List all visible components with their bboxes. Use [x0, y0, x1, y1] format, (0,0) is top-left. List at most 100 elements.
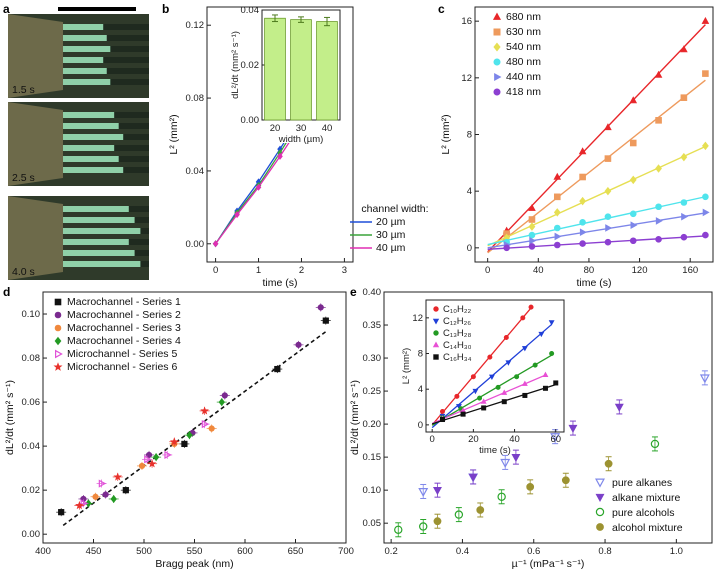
c-fit-line: [487, 24, 706, 253]
e-inset-data-point: [520, 315, 526, 321]
panel-a: a 1.5 s 2.5 s 4.0 s: [3, 2, 149, 280]
c-legend-marker: [493, 88, 501, 96]
c-data-point: [680, 233, 688, 241]
c-data-point: [578, 147, 587, 155]
e-inset-legend-label: C₁₆H₃₄: [443, 352, 472, 363]
c-data-point: [604, 155, 612, 162]
c-data-point: [655, 236, 662, 243]
d-xtick-label: 550: [187, 546, 203, 557]
c-data-point: [528, 203, 536, 211]
c-data-point: [579, 240, 586, 247]
e-inset-legend-label: C₁₄H₃₀: [443, 340, 472, 351]
channel-fill: [63, 250, 135, 256]
e-inset-legend-marker: [433, 306, 439, 312]
b-legend-label: 40 µm: [376, 242, 406, 254]
c-data-point: [553, 241, 561, 249]
c-legend-label: 440 nm: [506, 71, 541, 83]
c-data-point: [702, 70, 709, 77]
e-inset-legend-marker: [433, 354, 439, 360]
e-data-point: [561, 476, 570, 485]
e-data-point: [568, 424, 578, 434]
d-data-point: [317, 304, 324, 311]
b-inset-bar: [316, 21, 338, 121]
d-data-point: [102, 491, 109, 498]
d-legend-label: Macrochannel - Series 4: [67, 335, 181, 347]
reservoir-region: [8, 14, 63, 98]
frame-time-label: 2.5 s: [12, 172, 35, 184]
channel-fill: [63, 156, 119, 162]
c-fit-line: [487, 79, 706, 254]
d-xtick-label: 700: [338, 546, 354, 557]
c-data-point: [605, 224, 613, 232]
b-ytick-label: 0.08: [186, 93, 205, 104]
e-inset-data-point: [522, 392, 528, 398]
channel-fill: [63, 123, 119, 129]
e-inset-ytick-label: 8: [418, 349, 423, 360]
e-plot-frame: [383, 291, 713, 544]
microscope-frame-2: 2.5 s: [8, 102, 149, 186]
c-fit-line: [487, 235, 706, 251]
e-inset-ytick-label: 4: [418, 384, 423, 395]
c-legend-label: 480 nm: [506, 56, 541, 68]
e-inset-data-point: [532, 362, 538, 368]
d-data-point: [144, 455, 152, 464]
d-data-point: [58, 509, 65, 516]
frame-time-label: 4.0 s: [12, 266, 35, 278]
d-data-point: [181, 440, 188, 448]
c-data-point: [604, 123, 612, 131]
c-data-point: [604, 213, 612, 220]
channel-fill: [63, 68, 107, 74]
e-data-point: [497, 492, 506, 501]
b-xtick-label: 2: [299, 265, 304, 276]
e-data-point: [468, 473, 478, 482]
e-inset-xtick-label: 20: [468, 434, 479, 445]
channel-fill: [63, 239, 129, 245]
c-data-point: [680, 152, 688, 162]
e-data-point: [500, 458, 511, 468]
channel-fill: [63, 79, 111, 85]
channel-fill: [63, 206, 129, 212]
d-legend-marker: [54, 349, 63, 359]
e-data-point: [699, 374, 710, 384]
d-legend-label: Microchannel - Series 5: [67, 348, 177, 360]
c-data-point: [553, 224, 561, 232]
e-inset-data-point: [521, 380, 528, 386]
e-data-point: [550, 433, 561, 443]
e-inset-data-point: [454, 393, 460, 399]
d-xtick-label: 400: [35, 546, 51, 557]
b-inset-ytick-label: 0.02: [241, 60, 260, 71]
b-ytick-label: 0.04: [186, 166, 205, 177]
b-inset-xtick-label: 20: [270, 123, 281, 134]
e-inset-data-point: [477, 395, 483, 401]
d-data-point: [186, 431, 193, 440]
e-inset-data-point: [505, 360, 512, 366]
d-xtick-label: 500: [136, 546, 152, 557]
e-inset-data-point: [542, 385, 548, 391]
d-data-point: [113, 472, 123, 481]
e-xlabel: µ⁻¹ (mPa⁻¹ s⁻¹): [512, 558, 585, 570]
e-inset-data-point: [553, 380, 559, 386]
e-data-point: [418, 487, 429, 498]
d-ytick-label: 0.00: [22, 529, 41, 540]
e-inset-data-point: [549, 351, 555, 357]
d-legend-label: Macrochannel - Series 2: [67, 309, 181, 321]
e-inset-data-point: [487, 354, 493, 360]
b-xtick-label: 3: [342, 265, 347, 276]
d-data-point: [75, 501, 84, 510]
c-data-point: [553, 208, 561, 217]
reservoir-region: [8, 102, 63, 186]
b-data-point: [277, 152, 283, 160]
e-inset-fit-line: [431, 384, 556, 425]
c-legend-marker: [493, 42, 501, 52]
c-xtick-label: 120: [632, 265, 648, 276]
b-ytick-label: 0.00: [186, 239, 205, 250]
c-data-point: [655, 117, 662, 124]
b-ylabel: L² (mm²): [168, 114, 180, 154]
c-data-point: [528, 216, 536, 223]
e-ytick-label: 0.15: [363, 452, 382, 463]
d-data-point: [92, 493, 99, 500]
c-data-point: [503, 244, 510, 252]
d-ytick-label: 0.06: [22, 397, 41, 408]
panel-b-letter: b: [162, 2, 169, 16]
